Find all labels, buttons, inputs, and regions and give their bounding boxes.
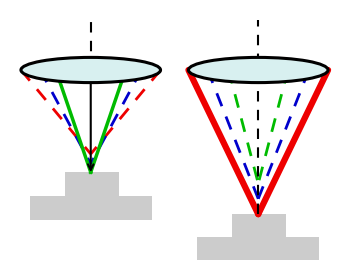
Bar: [197, 237, 319, 260]
Bar: [65, 172, 119, 196]
Bar: [30, 196, 152, 220]
Ellipse shape: [188, 57, 328, 83]
Bar: [232, 214, 286, 237]
Ellipse shape: [21, 57, 161, 83]
